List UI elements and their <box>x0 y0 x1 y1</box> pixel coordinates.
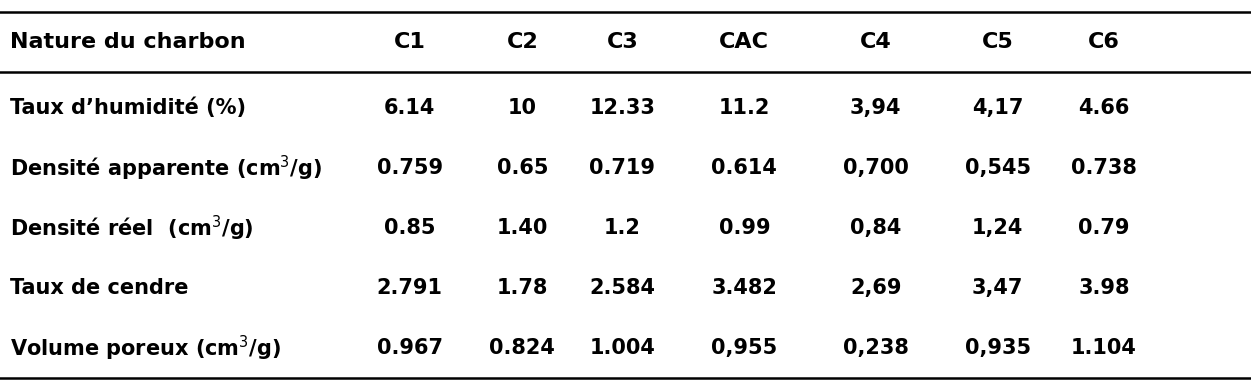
Text: 0.99: 0.99 <box>718 218 771 238</box>
Text: 0.614: 0.614 <box>712 158 777 178</box>
Text: Taux d’humidité (%): Taux d’humidité (%) <box>10 98 246 118</box>
Text: Volume poreux (cm$^3$/g): Volume poreux (cm$^3$/g) <box>10 334 281 363</box>
Text: C4: C4 <box>859 32 892 52</box>
Text: 0.759: 0.759 <box>377 158 443 178</box>
Text: 4.66: 4.66 <box>1078 98 1130 118</box>
Text: Densité apparente (cm$^3$/g): Densité apparente (cm$^3$/g) <box>10 154 323 183</box>
Text: 1.2: 1.2 <box>604 218 641 238</box>
Text: 0,238: 0,238 <box>843 338 908 358</box>
Text: 3.98: 3.98 <box>1078 278 1130 298</box>
Text: 0.65: 0.65 <box>497 158 548 178</box>
Text: 1.004: 1.004 <box>589 338 656 358</box>
Text: 3.482: 3.482 <box>712 278 777 298</box>
Text: C6: C6 <box>1088 32 1120 52</box>
Text: 1.104: 1.104 <box>1071 338 1137 358</box>
Text: C5: C5 <box>982 32 1013 52</box>
Text: 0.79: 0.79 <box>1078 218 1130 238</box>
Text: 10: 10 <box>508 98 537 118</box>
Text: C3: C3 <box>607 32 638 52</box>
Text: Densité réel  (cm$^3$/g): Densité réel (cm$^3$/g) <box>10 214 254 243</box>
Text: 0,700: 0,700 <box>843 158 908 178</box>
Text: 3,94: 3,94 <box>849 98 902 118</box>
Text: 12.33: 12.33 <box>589 98 656 118</box>
Text: Nature du charbon: Nature du charbon <box>10 32 245 52</box>
Text: C2: C2 <box>507 32 538 52</box>
Text: 0.719: 0.719 <box>589 158 656 178</box>
Text: 0.967: 0.967 <box>377 338 443 358</box>
Text: 0,84: 0,84 <box>849 218 902 238</box>
Text: Taux de cendre: Taux de cendre <box>10 278 189 298</box>
Text: 6.14: 6.14 <box>384 98 435 118</box>
Text: 2.791: 2.791 <box>377 278 443 298</box>
Text: 0,955: 0,955 <box>712 338 777 358</box>
Text: 4,17: 4,17 <box>972 98 1023 118</box>
Text: 0,935: 0,935 <box>965 338 1031 358</box>
Text: 0.824: 0.824 <box>489 338 555 358</box>
Text: 1,24: 1,24 <box>972 218 1023 238</box>
Text: 11.2: 11.2 <box>718 98 771 118</box>
Text: 3,47: 3,47 <box>972 278 1023 298</box>
Text: 1.78: 1.78 <box>497 278 548 298</box>
Text: C1: C1 <box>394 32 425 52</box>
Text: 0.738: 0.738 <box>1071 158 1137 178</box>
Text: 0,545: 0,545 <box>965 158 1031 178</box>
Text: 1.40: 1.40 <box>497 218 548 238</box>
Text: 2.584: 2.584 <box>589 278 656 298</box>
Text: CAC: CAC <box>719 32 769 52</box>
Text: 0.85: 0.85 <box>384 218 435 238</box>
Text: 2,69: 2,69 <box>849 278 902 298</box>
